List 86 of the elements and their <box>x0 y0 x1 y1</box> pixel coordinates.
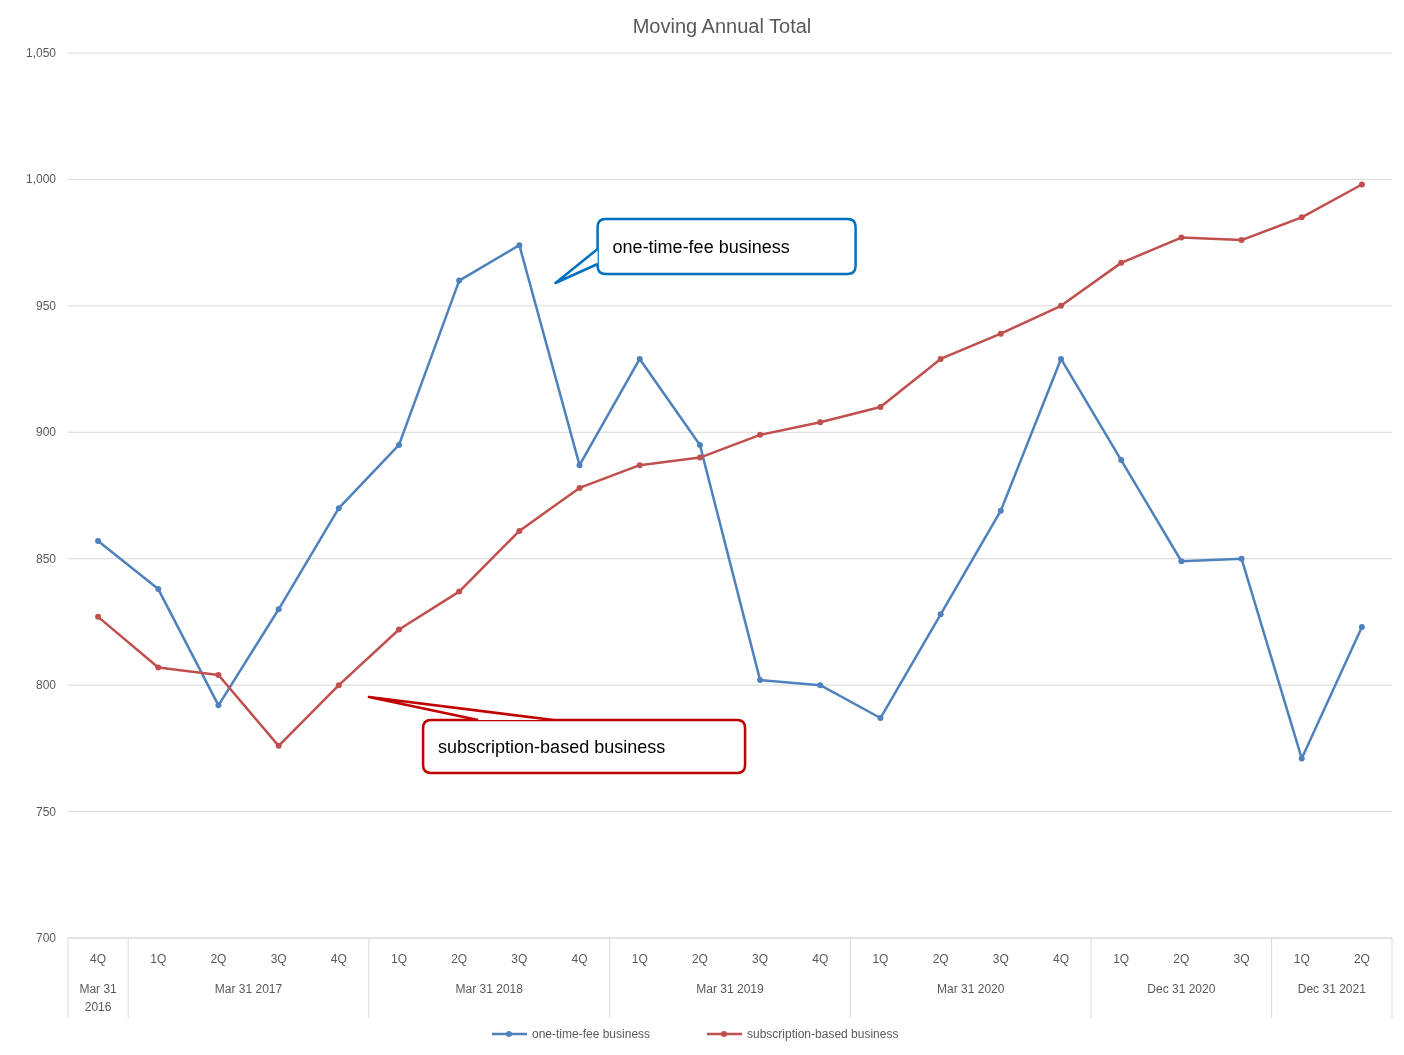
point <box>275 606 282 613</box>
point <box>456 277 463 284</box>
legend-label: subscription-based business <box>747 1027 899 1041</box>
x-tick-label: 2Q <box>1173 952 1190 966</box>
y-tick-label: 800 <box>35 678 57 693</box>
point <box>456 588 463 595</box>
point <box>95 613 102 620</box>
point <box>757 677 764 684</box>
x-tick-label: 3Q <box>992 952 1009 966</box>
y-tick-label: 1,050 <box>25 46 57 60</box>
x-tick-label: 3Q <box>1233 952 1250 966</box>
x-tick-label: 1Q <box>390 952 408 966</box>
text: Mar 31 2018 <box>455 982 524 996</box>
point <box>95 538 102 545</box>
point <box>636 355 643 362</box>
point <box>1058 302 1064 309</box>
point <box>1178 558 1185 565</box>
point <box>1178 234 1185 241</box>
point <box>335 505 342 512</box>
point <box>997 507 1004 514</box>
point <box>1358 181 1365 188</box>
point <box>1118 259 1125 266</box>
x-tick-label: 1Q <box>1113 952 1130 966</box>
x-tick-label: 3Q <box>511 952 528 966</box>
point <box>576 462 583 469</box>
point <box>516 242 523 249</box>
point <box>1298 214 1305 221</box>
point <box>1298 755 1305 762</box>
point <box>877 404 884 410</box>
y-tick-label: 900 <box>35 425 57 440</box>
x-tick-label: 1Q <box>1293 952 1310 966</box>
y-tick-label: 1,000 <box>25 172 57 187</box>
text: Mar 31 2020 <box>937 982 1005 996</box>
x-tick-label: 1Q <box>631 952 648 966</box>
x-tick-label: 2Q <box>451 952 468 966</box>
text: Mar 31 2016 <box>79 982 118 1014</box>
x-tick-label: 3Q <box>270 952 287 966</box>
point <box>335 682 342 689</box>
x-tick-label: 2Q <box>691 952 708 966</box>
x-tick-label: 1Q <box>150 952 167 966</box>
legend-label: one-time-fee business <box>532 1027 651 1041</box>
x-tick-label: 2Q <box>210 952 227 966</box>
point <box>696 454 703 461</box>
point <box>576 484 583 491</box>
point <box>817 419 824 426</box>
point <box>1238 555 1245 562</box>
point <box>516 527 523 534</box>
point <box>155 586 162 593</box>
point <box>275 742 282 749</box>
point <box>1118 457 1125 464</box>
point <box>155 664 162 671</box>
point <box>396 441 402 448</box>
point <box>215 672 222 679</box>
point <box>1238 237 1245 244</box>
point <box>215 702 222 709</box>
x-tick-label: 4Q <box>90 952 107 966</box>
y-tick-label: 850 <box>35 551 57 566</box>
text: Mar 31 2017 <box>214 982 283 996</box>
x-tick-label: 4Q <box>812 952 829 966</box>
point <box>1358 623 1365 630</box>
point <box>877 715 884 722</box>
x-tick-label: 2Q <box>932 952 949 966</box>
y-tick-label: 950 <box>35 298 57 313</box>
y-tick-label: 700 <box>35 931 57 945</box>
x-tick-label: 2Q <box>1353 952 1370 966</box>
annotation: subscription-based business <box>438 736 666 757</box>
y-tick-label: 750 <box>35 804 57 819</box>
point <box>817 682 824 689</box>
text: Mar 31 2019 <box>696 982 765 996</box>
point <box>636 462 643 469</box>
point <box>757 431 764 438</box>
point <box>937 611 944 618</box>
text: Dec 31 2021 <box>1297 982 1367 996</box>
x-tick-label: 3Q <box>752 952 769 966</box>
text: Dec 31 2020 <box>1147 982 1216 996</box>
point <box>1058 355 1064 362</box>
x-tick-label: 4Q <box>1052 952 1070 966</box>
point <box>696 441 703 448</box>
chart-title: Moving Annual Total <box>632 15 812 37</box>
point <box>396 626 402 633</box>
x-tick-label: 1Q <box>872 952 889 966</box>
x-tick-label: 4Q <box>571 952 588 966</box>
point <box>937 355 944 362</box>
annotation: one-time-fee business <box>612 236 790 257</box>
x-tick-label: 4Q <box>330 952 347 966</box>
point <box>997 330 1004 337</box>
